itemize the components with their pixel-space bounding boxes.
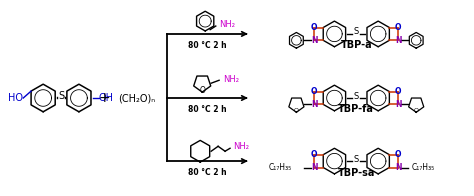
Text: S: S: [354, 155, 359, 164]
Text: N: N: [395, 163, 401, 172]
Text: 80 °C 2 h: 80 °C 2 h: [188, 168, 227, 177]
Text: (CH₂O)ₙ: (CH₂O)ₙ: [118, 93, 155, 103]
Text: O: O: [311, 150, 318, 159]
Text: O: O: [395, 23, 401, 32]
Text: S: S: [354, 92, 359, 101]
Text: C₁₇H₃₅: C₁₇H₃₅: [268, 163, 292, 172]
Text: TBP-fa: TBP-fa: [338, 104, 374, 114]
Text: TBP-a: TBP-a: [340, 40, 372, 50]
Text: S: S: [58, 91, 64, 101]
Text: TBP-sa: TBP-sa: [337, 168, 375, 178]
Text: 80 °C 2 h: 80 °C 2 h: [188, 41, 227, 50]
Text: HO: HO: [8, 93, 23, 103]
Text: O: O: [414, 108, 419, 113]
Text: +: +: [99, 91, 110, 105]
Text: C₁₇H₃₅: C₁₇H₃₅: [411, 163, 435, 172]
Text: N: N: [311, 100, 318, 109]
Text: O: O: [395, 87, 401, 96]
Text: O: O: [311, 23, 318, 32]
Text: N: N: [311, 36, 318, 45]
Text: N: N: [395, 100, 401, 109]
Text: 80 °C 2 h: 80 °C 2 h: [188, 105, 227, 114]
Text: NH₂: NH₂: [233, 142, 249, 151]
Text: O: O: [395, 150, 401, 159]
Text: N: N: [395, 36, 401, 45]
Text: N: N: [311, 163, 318, 172]
Text: NH₂: NH₂: [223, 75, 239, 84]
Text: O: O: [311, 87, 318, 96]
Text: OH: OH: [99, 93, 114, 103]
Text: NH₂: NH₂: [219, 20, 235, 29]
Text: S: S: [354, 27, 359, 36]
Text: O: O: [199, 86, 205, 95]
Text: O: O: [294, 108, 299, 113]
